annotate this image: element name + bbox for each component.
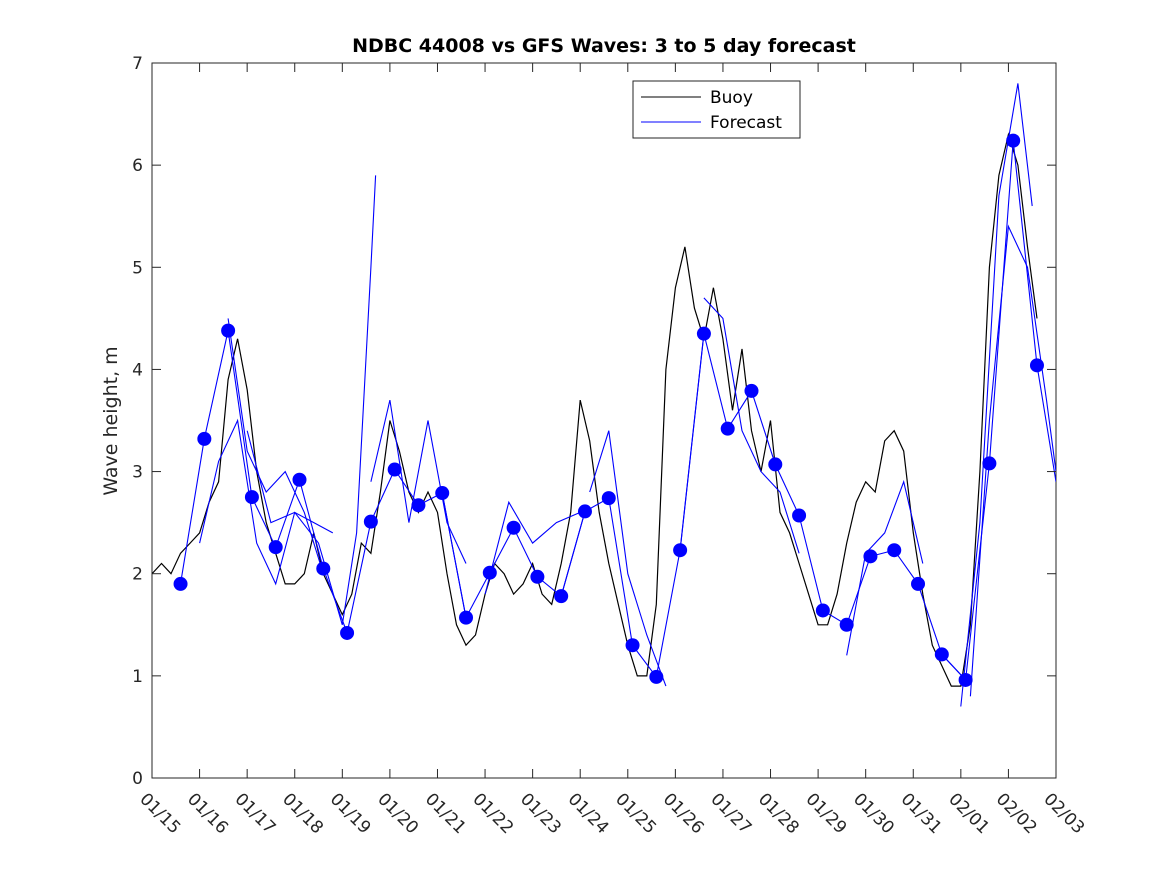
- forecast-marker: [387, 462, 402, 477]
- buoy-line: [152, 132, 1038, 687]
- plot-area: [151, 62, 1057, 779]
- forecast-line: [941, 140, 1056, 682]
- forecast-marker: [459, 610, 474, 625]
- y-axis: 0 1 2 3 4 5 6 7: [132, 54, 1056, 789]
- chart-title: NDBC 44008 vs GFS Waves: 3 to 5 day fore…: [352, 35, 856, 57]
- y-tick-label: 2: [132, 565, 143, 585]
- forecast-marker: [363, 514, 378, 529]
- forecast-marker: [197, 431, 212, 446]
- x-tick-label: 02/01: [944, 789, 993, 838]
- x-tick-label: 01/19: [326, 789, 375, 838]
- forecast-marker: [839, 617, 854, 632]
- forecast-line: [703, 297, 800, 554]
- forecast-line: [960, 83, 1033, 707]
- legend-forecast-label: Forecast: [710, 113, 782, 133]
- y-tick-label: 0: [132, 769, 143, 789]
- y-tick-label: 6: [132, 156, 143, 176]
- y-tick-label: 1: [132, 667, 143, 687]
- y-tick-label: 7: [132, 54, 143, 74]
- forecast-marker: [316, 561, 331, 576]
- forecast-marker: [649, 669, 664, 684]
- forecast-marker: [554, 589, 569, 604]
- x-tick-label: 01/23: [516, 789, 565, 838]
- forecast-marker: [863, 549, 878, 564]
- forecast-marker: [982, 456, 997, 471]
- forecast-marker: [173, 576, 188, 591]
- forecast-marker: [577, 504, 592, 519]
- forecast-line: [846, 479, 924, 656]
- forecast-marker: [292, 472, 307, 487]
- x-tick-label: 01/20: [373, 789, 422, 838]
- y-tick-label: 4: [132, 360, 143, 380]
- legend: Buoy Forecast: [632, 80, 801, 139]
- forecast-marker: [887, 543, 902, 558]
- axes-box: [151, 62, 1057, 779]
- forecast-marker: [411, 498, 426, 513]
- forecast-marker: [768, 457, 783, 472]
- forecast-line: [589, 430, 667, 687]
- forecast-marker: [720, 421, 735, 436]
- forecast-marker: [744, 383, 759, 398]
- x-tick-label: 01/15: [135, 789, 184, 838]
- forecast-line: [370, 399, 467, 564]
- x-tick-label: 01/16: [183, 789, 232, 838]
- forecast-marker: [696, 326, 711, 341]
- forecast-marker: [601, 491, 616, 506]
- forecast-marker: [625, 638, 640, 653]
- forecast-line: [246, 175, 377, 625]
- forecast-marker: [221, 323, 236, 338]
- forecast-marker: [435, 486, 450, 501]
- forecast-marker: [340, 625, 355, 640]
- x-tick-label: 01/31: [897, 789, 946, 838]
- y-tick-label: 3: [132, 463, 143, 483]
- forecast-line: [679, 333, 824, 611]
- x-tick-label: 01/26: [659, 789, 708, 838]
- x-tick-label: 01/30: [849, 789, 898, 838]
- forecast-marker: [482, 565, 497, 580]
- x-tick-label: 02/02: [992, 789, 1041, 838]
- forecast-marker: [673, 543, 688, 558]
- forecast-marker: [1006, 133, 1021, 148]
- forecast-line: [484, 500, 581, 595]
- forecast-line: [179, 330, 324, 584]
- forecast-marker: [958, 672, 973, 687]
- forecast-marker: [530, 569, 545, 584]
- forecast-marker: [268, 540, 283, 555]
- forecast-marker: [911, 576, 926, 591]
- legend-box: [632, 80, 801, 139]
- forecast-marker: [815, 603, 830, 618]
- forecast-line: [227, 318, 324, 574]
- x-tick-label: 01/27: [706, 789, 755, 838]
- x-tick-label: 02/03: [1039, 789, 1088, 838]
- x-tick-label: 01/21: [421, 789, 470, 838]
- x-tick-label: 01/28: [754, 789, 803, 838]
- forecast-line: [199, 418, 334, 586]
- forecast-marker: [934, 647, 949, 662]
- forecast-marker: [792, 508, 807, 523]
- y-tick-label: 5: [132, 258, 143, 278]
- x-tick-label: 01/25: [611, 789, 660, 838]
- forecast-marker: [1029, 358, 1044, 373]
- forecast-marker: [506, 520, 521, 535]
- x-tick-label: 01/29: [802, 789, 851, 838]
- y-axis-label: Wave height, m: [100, 346, 122, 495]
- x-tick-label: 01/17: [231, 789, 280, 838]
- forecast-marker: [244, 490, 259, 505]
- x-tick-label: 01/22: [469, 789, 518, 838]
- legend-buoy-label: Buoy: [710, 88, 753, 108]
- x-tick-label: 01/24: [564, 789, 613, 838]
- x-tick-label: 01/18: [278, 789, 327, 838]
